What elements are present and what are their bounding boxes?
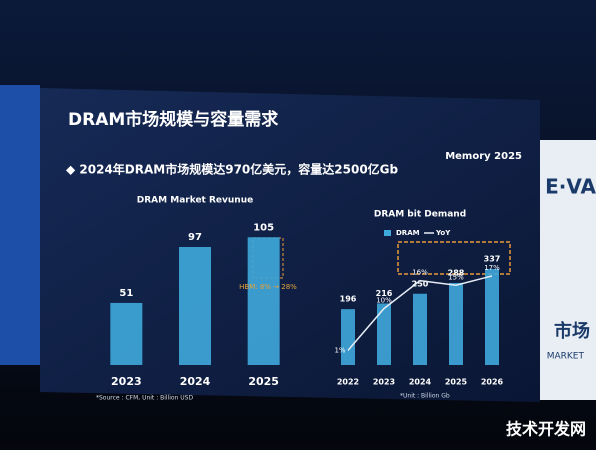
x-tick-label: 2025: [248, 375, 279, 388]
right-screen: [540, 140, 596, 400]
x-tick-label: 2025: [445, 378, 468, 387]
data-label: 17%: [484, 264, 500, 272]
side-text: 市场: [554, 320, 590, 342]
legend-label: YoY: [435, 229, 451, 237]
x-tick-label: 2026: [481, 378, 504, 387]
slide-title: DRAM市场规模与容量需求: [68, 109, 278, 130]
left-screen: [0, 85, 40, 365]
data-label: 15%: [448, 273, 464, 281]
bar: [377, 303, 391, 365]
line: [347, 275, 493, 351]
bar: [485, 268, 499, 365]
x-tick-label: 2024: [180, 375, 211, 388]
side-text: MARKET: [547, 352, 585, 362]
bar: [179, 246, 211, 365]
bar: [449, 282, 463, 365]
legend-label: DRAM: [396, 229, 420, 237]
highlight-box: [397, 241, 511, 275]
data-label: 16%: [412, 269, 428, 277]
footnote: *Unit : Billion Gb: [400, 393, 450, 400]
watermark: 技术开发网: [506, 420, 586, 439]
data-label: 196: [340, 295, 357, 304]
data-label: 97: [188, 232, 202, 243]
data-label: 51: [119, 288, 133, 299]
data-label: 250: [412, 279, 429, 288]
x-tick-label: 2023: [111, 375, 142, 388]
logo: Memory 2025: [445, 151, 522, 162]
bar: [247, 237, 280, 365]
data-label: 288: [448, 268, 465, 277]
chart-title: DRAM Market Revunue: [137, 196, 253, 206]
chart-title: DRAM bit Demand: [374, 210, 466, 220]
side-text: E·VA: [545, 175, 596, 199]
footnote: *Source : CFM, Unit : Billion USD: [96, 395, 193, 402]
data-label: 1%: [334, 346, 345, 354]
data-label: 105: [253, 222, 274, 233]
x-tick-label: 2023: [373, 378, 395, 387]
x-tick-label: 2022: [337, 378, 359, 387]
annotation: HBM: 8% → 28%: [239, 283, 297, 291]
subtitle: ◆ 2024年DRAM市场规模达970亿美元，容量达2500亿Gb: [66, 162, 399, 177]
data-label: 10%: [376, 297, 392, 305]
data-label: 216: [376, 289, 393, 298]
data-label: 337: [484, 254, 501, 263]
legend-swatch: [384, 230, 391, 236]
bar: [413, 293, 427, 365]
x-tick-label: 2024: [409, 378, 432, 387]
bar: [341, 309, 355, 365]
bar: [110, 302, 143, 365]
